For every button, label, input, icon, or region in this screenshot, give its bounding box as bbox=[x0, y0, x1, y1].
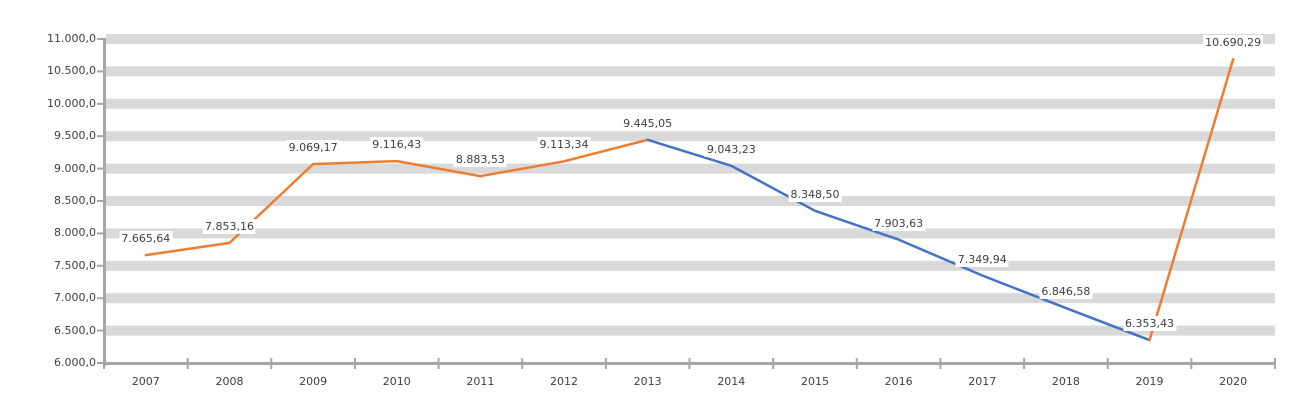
x-axis-tick bbox=[521, 358, 524, 369]
x-axis-tick bbox=[939, 358, 942, 369]
data-label: 9.043,23 bbox=[704, 141, 758, 157]
series-line-segment bbox=[144, 138, 649, 257]
y-axis-tick bbox=[97, 102, 103, 105]
y-axis-tick bbox=[97, 297, 103, 300]
gridline-band bbox=[106, 163, 1275, 174]
x-axis-label: 2014 bbox=[717, 375, 746, 388]
gridline-band bbox=[106, 66, 1275, 77]
y-axis-tick bbox=[97, 329, 103, 332]
x-axis-tick bbox=[688, 358, 691, 369]
x-axis-tick bbox=[1106, 358, 1109, 369]
y-axis-label: 6.500,0 bbox=[54, 323, 96, 337]
gridline-band bbox=[106, 228, 1275, 239]
y-axis-tick bbox=[97, 232, 103, 235]
x-axis-tick bbox=[772, 358, 775, 369]
x-axis-tick bbox=[1023, 358, 1026, 369]
y-axis-label: 7.500,0 bbox=[54, 258, 96, 272]
x-axis-tick bbox=[1190, 358, 1193, 369]
x-axis-tick bbox=[855, 358, 858, 369]
x-axis-label: 2012 bbox=[550, 375, 579, 388]
series-line-segment bbox=[646, 138, 1151, 342]
data-label: 6.353,43 bbox=[1123, 316, 1177, 332]
x-axis-label: 2018 bbox=[1051, 375, 1080, 388]
x-axis-tick bbox=[353, 358, 356, 369]
x-axis-tick bbox=[270, 358, 273, 369]
y-axis-tick bbox=[97, 264, 103, 267]
x-axis-tick bbox=[604, 358, 607, 369]
y-axis-tick bbox=[97, 38, 103, 40]
y-axis-label: 9.000,0 bbox=[54, 161, 96, 175]
x-axis-label: 2007 bbox=[131, 375, 160, 388]
x-axis-label: 2016 bbox=[884, 375, 913, 388]
gridline-band bbox=[106, 260, 1275, 271]
data-label: 10.690,29 bbox=[1203, 35, 1264, 51]
data-label: 9.113,34 bbox=[537, 137, 591, 153]
data-label: 8.883,53 bbox=[453, 152, 507, 168]
x-axis-tick bbox=[103, 358, 105, 369]
y-axis-tick bbox=[97, 70, 103, 73]
y-axis bbox=[103, 38, 106, 366]
gridline-band bbox=[106, 325, 1275, 336]
y-axis-label: 10.000,0 bbox=[47, 96, 96, 110]
data-label: 7.349,94 bbox=[955, 251, 1009, 267]
y-axis-label: 8.500,0 bbox=[54, 194, 96, 207]
x-axis-tick bbox=[437, 358, 440, 369]
data-label: 7.903,63 bbox=[872, 215, 926, 231]
gridline-band bbox=[106, 196, 1275, 206]
x-axis-tick bbox=[186, 358, 189, 369]
y-axis-label: 6.000,0 bbox=[54, 356, 96, 369]
data-label: 8.348,50 bbox=[788, 186, 842, 202]
data-label: 9.445,05 bbox=[621, 115, 675, 131]
y-axis-tick bbox=[97, 362, 103, 364]
series-line-segment bbox=[1148, 57, 1235, 342]
y-axis-label: 9.500,0 bbox=[54, 129, 96, 143]
y-axis-tick bbox=[97, 135, 103, 138]
y-axis-label: 8.000,0 bbox=[54, 226, 96, 240]
x-axis-tick bbox=[1274, 358, 1276, 369]
gridline-band bbox=[106, 98, 1275, 109]
data-label: 7.853,16 bbox=[202, 218, 256, 234]
x-axis-label: 2015 bbox=[800, 375, 829, 388]
x-axis-label: 2010 bbox=[382, 375, 411, 388]
gridline-band bbox=[106, 293, 1275, 304]
y-axis-label: 11.000,0 bbox=[47, 32, 96, 45]
data-label: 9.116,43 bbox=[370, 137, 424, 153]
x-axis-label: 2013 bbox=[633, 375, 662, 388]
x-axis-label: 2011 bbox=[466, 375, 495, 388]
gridline-band bbox=[106, 131, 1275, 142]
x-axis-label: 2008 bbox=[215, 375, 244, 388]
x-axis-label: 2019 bbox=[1135, 375, 1164, 388]
x-axis-label: 2020 bbox=[1219, 375, 1248, 388]
data-label: 6.846,58 bbox=[1039, 284, 1093, 300]
y-axis-label: 7.000,0 bbox=[54, 291, 96, 305]
gridline-band bbox=[106, 34, 1275, 44]
y-axis-tick bbox=[97, 200, 103, 202]
data-label: 7.665,64 bbox=[119, 231, 173, 247]
y-axis-label: 10.500,0 bbox=[47, 64, 96, 78]
data-label: 9.069,17 bbox=[286, 140, 340, 156]
y-axis-tick bbox=[97, 167, 103, 170]
x-axis-label: 2009 bbox=[299, 375, 328, 388]
x-axis-label: 2017 bbox=[968, 375, 997, 388]
